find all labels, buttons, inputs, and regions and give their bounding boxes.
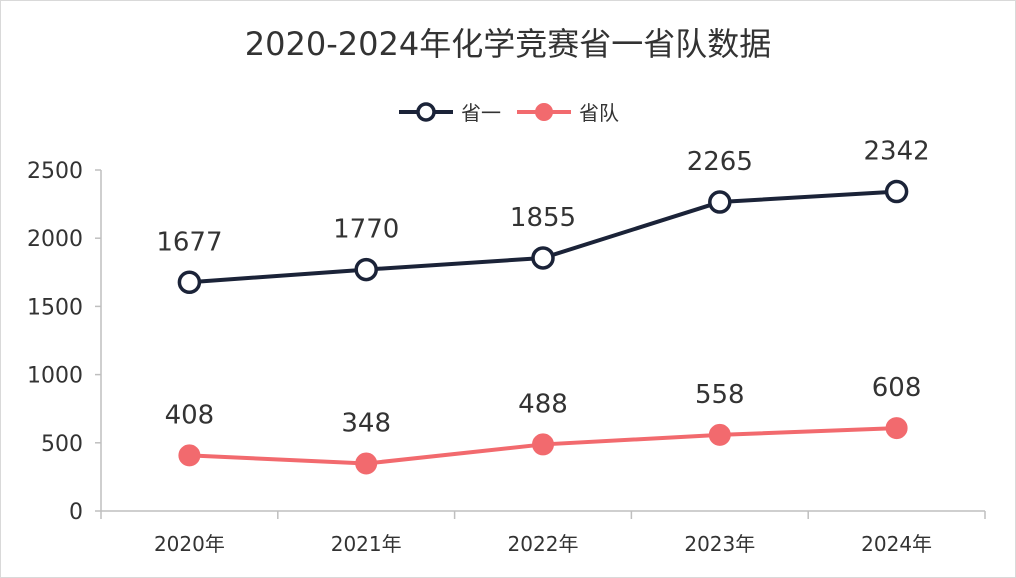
- x-tick-label: 2020年: [154, 532, 225, 556]
- data-point-series-1: [354, 257, 378, 282]
- x-tick-label: 2023年: [684, 532, 755, 556]
- data-point-series-1: [708, 190, 732, 214]
- data-label-series-1: 2265: [687, 147, 753, 177]
- legend-swatch-series-2: [517, 102, 571, 121]
- legend-entry-series-2: 省队: [515, 97, 619, 126]
- data-label-series-2: 558: [695, 380, 745, 410]
- data-label-series-2: 608: [872, 373, 922, 403]
- legend-label-series-2: 省队: [579, 101, 619, 125]
- data-label-series-2: 408: [165, 400, 215, 430]
- legend-label-series-1: 省一: [461, 101, 501, 125]
- y-tick-label: 1000: [27, 364, 83, 389]
- data-point-series-2: [885, 417, 908, 440]
- legend-swatch-series-1: [399, 101, 453, 122]
- data-label-series-2: 348: [341, 409, 391, 439]
- data-point-series-2: [355, 452, 378, 475]
- data-point-series-2: [708, 423, 731, 446]
- x-tick-label: 2022年: [508, 532, 579, 556]
- y-tick-label: 2000: [27, 227, 83, 252]
- data-point-series-2: [532, 433, 554, 456]
- data-label-series-1: 1677: [156, 227, 222, 257]
- data-label-series-2: 488: [518, 389, 568, 419]
- data-point-series-1: [884, 179, 909, 204]
- chart-title: 2020-2024年化学竞赛省一省队数据: [244, 25, 772, 63]
- data-label-series-1: 1770: [333, 215, 399, 245]
- legend: 省一 省队: [1, 97, 1015, 126]
- y-tick-label: 1500: [27, 295, 83, 320]
- y-tick-label: 500: [41, 432, 83, 457]
- y-tick-label: 0: [69, 500, 83, 525]
- data-point-series-1: [177, 270, 202, 295]
- y-tick-label: 2500: [27, 159, 83, 184]
- x-tick-label: 2021年: [331, 532, 402, 556]
- data-point-series-1: [531, 246, 555, 270]
- legend-entry-series-1: 省一: [397, 97, 501, 126]
- x-tick-label: 2024年: [861, 532, 932, 556]
- data-label-series-1: 1855: [510, 203, 576, 233]
- data-label-series-1: 2342: [864, 137, 930, 167]
- data-point-series-2: [178, 444, 201, 467]
